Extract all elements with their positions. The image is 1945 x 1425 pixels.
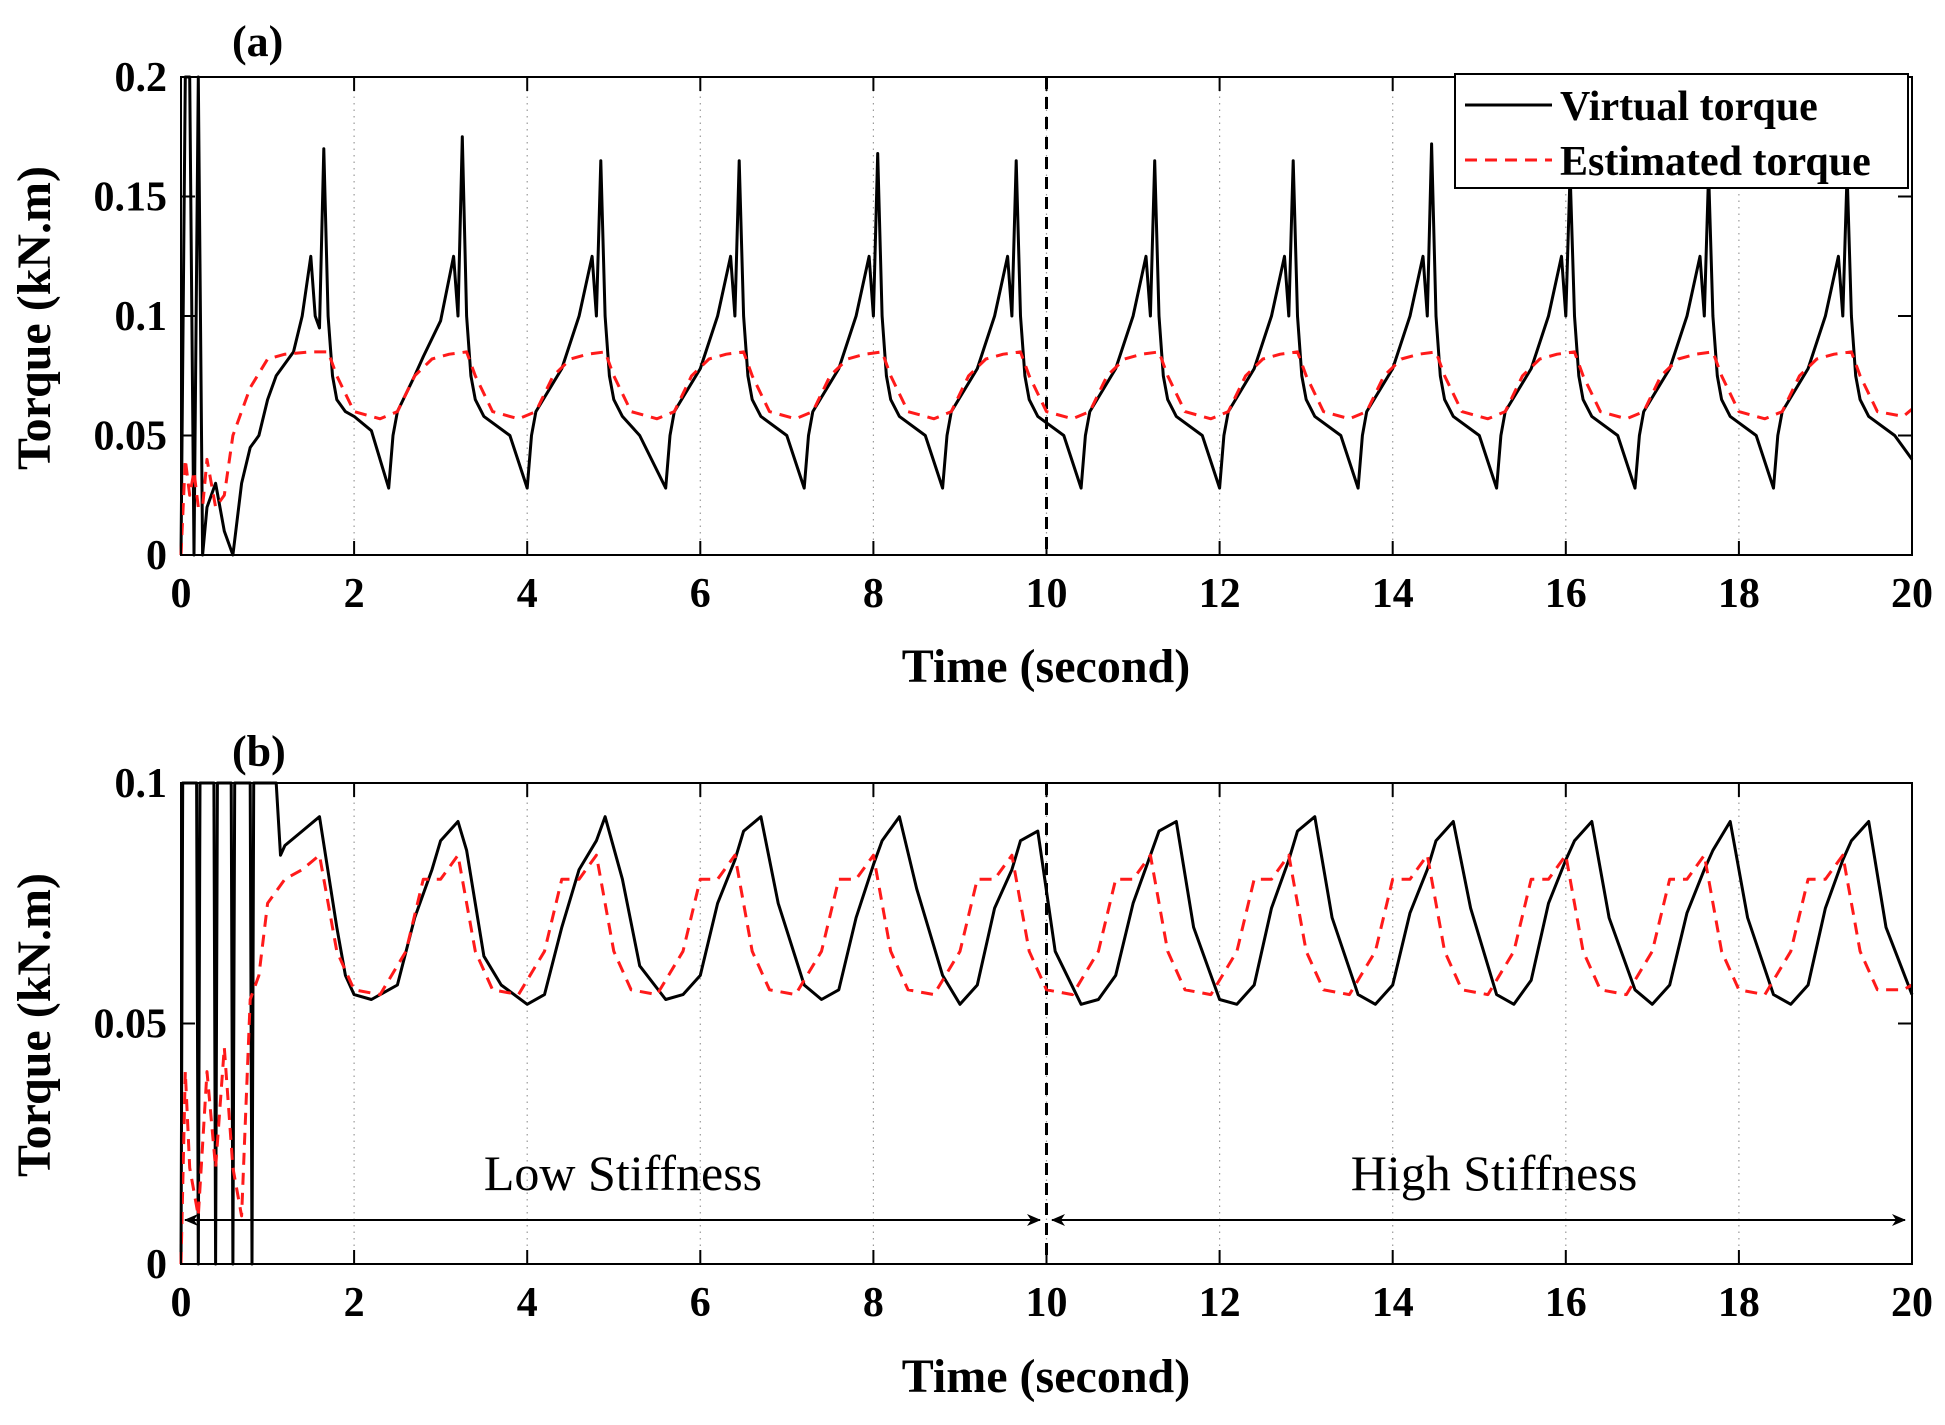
annotation-high-stiffness: High Stiffness: [1051, 1145, 1906, 1226]
panel-b-series-virtual-torque: [179, 781, 1914, 1266]
panel-a: 0 2 4 6 8 10 12 14 16 18 20 0 0.05 0.1 0.15 0.2 Time (…: [8, 17, 1933, 693]
panel-b-x-tick-label: 10: [1026, 1280, 1068, 1326]
panel-a-x-axis-label: Time (second): [902, 640, 1190, 693]
legend: Virtual torque Estimated torque: [1454, 73, 1909, 189]
panel-a-x-tick-label: 14: [1372, 571, 1414, 617]
panel-a-y-axis-label: Torque (kN.m): [8, 166, 61, 470]
high-stiffness-label: High Stiffness: [1351, 1145, 1638, 1201]
legend-label-estimated: Estimated torque: [1560, 139, 1871, 185]
panel-b-label: (b): [232, 727, 286, 776]
panel-b-x-tick-label: 6: [690, 1280, 711, 1326]
panel-b-x-ticks: 0 2 4 6 8 10 12 14 16 18 20: [171, 783, 1933, 1326]
panel-a-x-tick-label: 10: [1026, 571, 1068, 617]
panel-a-y-tick-label: 0.05: [94, 414, 168, 460]
low-stiffness-label: Low Stiffness: [484, 1145, 762, 1201]
panel-a-label: (a): [232, 17, 283, 66]
panel-a-x-tick-label: 20: [1891, 571, 1933, 617]
panel-b: 0 2 4 6 8 10 12 14 16 18 20 0 0.05 0.1 Time (second)…: [8, 727, 1933, 1403]
panel-b-x-tick-label: 0: [171, 1280, 192, 1326]
legend-box: [1454, 73, 1909, 189]
panel-b-x-axis-label: Time (second): [902, 1350, 1190, 1403]
panel-b-x-tick-label: 14: [1372, 1280, 1414, 1326]
panel-a-x-tick-label: 4: [517, 571, 538, 617]
panel-a-x-tick-label: 8: [863, 571, 884, 617]
panel-b-y-tick-label: 0.05: [94, 1002, 168, 1048]
panel-b-x-tick-label: 16: [1545, 1280, 1587, 1326]
panel-a-series-virtual-torque: [179, 75, 1914, 557]
panel-b-x-tick-label: 12: [1199, 1280, 1241, 1326]
panel-a-y-ticks: 0 0.05 0.1 0.15 0.2: [94, 55, 1912, 579]
panel-b-y-tick-label: 0.1: [115, 761, 168, 807]
legend-label-virtual: Virtual torque: [1560, 84, 1818, 130]
panel-b-y-axis-label: Torque (kN.m): [8, 873, 61, 1177]
panel-a-x-tick-label: 18: [1718, 571, 1760, 617]
annotation-low-stiffness: Low Stiffness: [184, 1145, 1041, 1226]
panel-b-series-estimated-torque: [179, 853, 1913, 1265]
panel-a-x-tick-label: 2: [344, 571, 365, 617]
panel-a-x-tick-label: 16: [1545, 571, 1587, 617]
panel-b-x-tick-label: 4: [517, 1280, 538, 1326]
panel-b-x-tick-label: 18: [1718, 1280, 1760, 1326]
panel-a-x-tick-label: 12: [1199, 571, 1241, 617]
panel-a-x-ticks: 0 2 4 6 8 10 12 14 16 18 20: [171, 77, 1933, 617]
panel-b-x-tick-label: 20: [1891, 1280, 1933, 1326]
panel-b-y-tick-label: 0: [146, 1242, 167, 1288]
panel-b-x-tick-label: 2: [344, 1280, 365, 1326]
panel-a-series-estimated-torque: [179, 350, 1913, 556]
panel-a-y-tick-label: 0.15: [94, 175, 168, 221]
panel-a-x-tick-label: 0: [171, 571, 192, 617]
panel-a-y-tick-label: 0.2: [115, 55, 168, 101]
panel-b-y-ticks: 0 0.05 0.1: [94, 761, 1912, 1288]
panel-a-y-tick-label: 0.1: [115, 294, 168, 340]
panel-a-y-tick-label: 0: [146, 533, 167, 579]
panel-b-x-tick-label: 8: [863, 1280, 884, 1326]
panel-a-series: [179, 75, 1914, 557]
panel-a-x-tick-label: 6: [690, 571, 711, 617]
panel-b-series: [179, 781, 1914, 1266]
